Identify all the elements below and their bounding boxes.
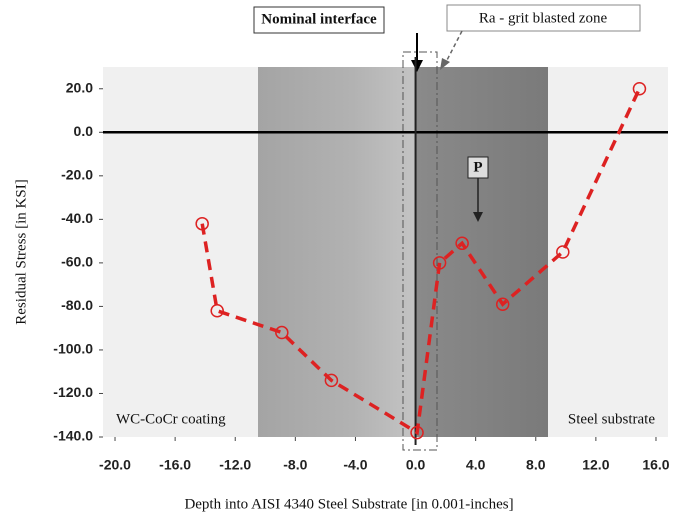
data-line xyxy=(200,88,641,436)
x-tick-label: -4.0 xyxy=(343,457,367,473)
sem-image-substrate xyxy=(416,67,548,437)
data-point xyxy=(195,216,209,231)
data-point xyxy=(455,236,469,251)
arrow-head xyxy=(411,60,423,72)
data-point xyxy=(632,82,647,96)
data-point xyxy=(410,425,424,440)
y-tick-label: 0.0 xyxy=(74,123,94,139)
annotation: Ra - grit blasted zone xyxy=(479,10,608,26)
arrow xyxy=(444,30,463,65)
arrow-head xyxy=(473,212,483,222)
annotation: P xyxy=(473,159,482,175)
annotation: WC-CoCr coating xyxy=(116,411,226,427)
data-point xyxy=(556,245,570,259)
arrow-head xyxy=(440,58,450,70)
y-tick-label: -80.0 xyxy=(61,297,93,313)
y-tick-label: -40.0 xyxy=(61,210,93,226)
x-axis-label: Depth into AISI 4340 Steel Substrate [in… xyxy=(184,496,513,512)
annotation-box xyxy=(446,4,641,32)
y-tick-label: -20.0 xyxy=(61,167,93,183)
y-tick-label: -140.0 xyxy=(53,428,93,444)
x-tick-label: 12.0 xyxy=(582,457,609,473)
data-point xyxy=(432,256,447,270)
annotation-box xyxy=(253,6,385,34)
y-axis-label: Residual Stress [in KSI] xyxy=(13,179,29,324)
sem-image-coating xyxy=(258,67,416,437)
x-tick-label: 8.0 xyxy=(526,457,546,473)
data-point xyxy=(324,373,339,388)
data-point xyxy=(495,297,510,311)
y-tick-label: -60.0 xyxy=(61,254,93,270)
annotation: Nominal interface xyxy=(261,11,377,27)
y-tick-label: -120.0 xyxy=(53,384,93,400)
x-tick-label: -20.0 xyxy=(99,457,131,473)
x-tick-label: -12.0 xyxy=(219,457,251,473)
x-tick-label: -16.0 xyxy=(159,457,191,473)
y-tick-label: 20.0 xyxy=(66,79,93,95)
x-tick-label: 0.0 xyxy=(406,457,426,473)
annotation: Steel substrate xyxy=(568,411,655,427)
data-point xyxy=(210,304,224,318)
x-tick-label: 4.0 xyxy=(466,457,486,473)
x-tick-label: 16.0 xyxy=(642,457,669,473)
y-tick-label: -100.0 xyxy=(53,341,93,357)
data-point xyxy=(275,325,289,340)
x-tick-label: -8.0 xyxy=(283,457,307,473)
interface-zone xyxy=(402,51,438,451)
